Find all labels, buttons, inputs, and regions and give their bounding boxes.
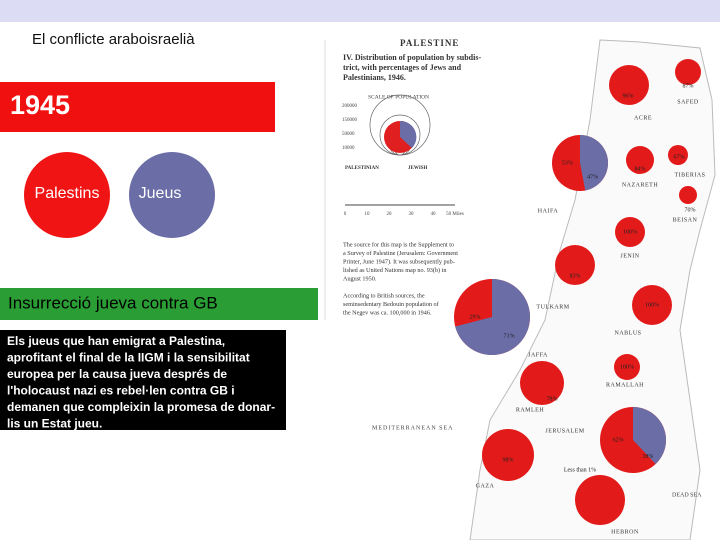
jewish-label: 38% — [642, 454, 653, 460]
legend-jewish: JEWISH — [408, 166, 428, 171]
district-name: SAFED — [677, 99, 699, 105]
palestinian-label: 98% — [503, 457, 514, 463]
palestinian-label: 87% — [683, 83, 694, 89]
distance-label: 0 — [344, 212, 347, 217]
jewish-label: 47% — [587, 174, 598, 180]
palestinian-label: 100% — [623, 229, 637, 235]
source-line: Printer, June 1947). It was subsequently… — [343, 258, 455, 265]
district-name: TULKARM — [536, 304, 569, 310]
map-caption: Palestinians, 1946. — [343, 73, 406, 82]
source-line: lished as United Nations map no. 93(b) i… — [343, 267, 446, 274]
circle-jews — [129, 152, 215, 238]
top-band — [0, 0, 720, 22]
circle-palestinians — [24, 152, 110, 238]
paragraph-line: europea per la causa jueva després de — [7, 367, 227, 381]
paragraph-line: lis un Estat jueu. — [7, 417, 102, 431]
distance-label: 40 — [431, 212, 437, 217]
pie-palestinian — [679, 186, 697, 204]
source-line: August 1950. — [343, 275, 377, 282]
pie-palestinian — [575, 475, 625, 525]
palestinian-label: 83% — [570, 273, 581, 279]
district-name: RAMLEH — [516, 407, 545, 413]
district-name: JAFFA — [528, 352, 548, 358]
pie-palestinian — [668, 145, 688, 165]
source-line: The source for this map is the Supplemen… — [343, 241, 454, 248]
bedouin-line: seminsedentary Bedouin population of — [343, 301, 440, 308]
pie-palestinian — [520, 361, 564, 405]
jewish-label: 71% — [504, 333, 515, 339]
source-line: a Survey of Palestine (Jerusalem: Govern… — [343, 250, 458, 257]
pie-palestinian — [482, 429, 534, 481]
section-title: Insurrecció jueva contra GB — [8, 293, 218, 312]
paragraph-line: Els jueus que han emigrat a Palestina, — [7, 334, 225, 348]
distance-label: 10 — [365, 212, 371, 217]
legend-palestinian: PALESTINIAN — [345, 166, 379, 171]
scale-value: 50000 — [342, 132, 355, 137]
text-box — [0, 330, 286, 430]
section-bar — [0, 288, 318, 320]
palestinian-label: 62% — [613, 437, 624, 443]
district-name: JENIN — [620, 253, 639, 259]
distance-label: 50 Miles — [446, 212, 464, 217]
palestinian-label: 100% — [620, 364, 634, 370]
palestinian-label: 29% — [469, 314, 480, 320]
bedouin-line: According to British sources, the — [343, 292, 425, 299]
scale-fill-blue — [400, 120, 417, 148]
palestinian-label: 70% — [685, 207, 696, 213]
pie-palestinian — [675, 59, 701, 85]
district-name: JERUSALEM — [545, 428, 584, 434]
scale-title: SCALE OF POPULATION — [368, 94, 429, 100]
palestinian-label: Less than 1% — [564, 467, 596, 473]
scale-value: 200000 — [342, 104, 358, 109]
pie-palestinian — [614, 354, 640, 380]
pie-jewish — [455, 279, 530, 356]
district-name: HAIFA — [538, 208, 559, 214]
scale-value: 150000 — [342, 118, 358, 123]
palestinian-label: 78% — [547, 396, 558, 402]
district-name: NAZARETH — [622, 182, 658, 188]
pie-palestinian — [609, 65, 649, 105]
dead-sea-label: DEAD SEA — [672, 492, 702, 498]
pie-palestinian — [555, 245, 595, 285]
pie-jewish — [580, 135, 609, 191]
palestinian-label: 53% — [562, 160, 573, 166]
palestinian-label: 84% — [635, 166, 646, 172]
pie-palestinian — [615, 217, 645, 247]
district-name: BEISAN — [673, 217, 698, 223]
map-title: PALESTINE — [400, 38, 459, 48]
district-name: GAZA — [476, 483, 495, 489]
scale-value: 10000 — [342, 146, 355, 151]
bedouin-line: the Negev was ca. 100,000 in 1946. — [343, 309, 432, 316]
map-caption: IV. Distribution of population by subdis… — [343, 53, 481, 62]
paragraph-line: aprofitant el final de la IIGM i la sens… — [7, 351, 250, 365]
sea-label: MEDITERRANEAN SEA — [372, 425, 454, 431]
pie-palestinian — [632, 285, 672, 325]
district-name: ACRE — [634, 115, 652, 121]
year-box — [0, 82, 275, 132]
palestinian-label: 67% — [674, 154, 685, 160]
palestinian-label: 100% — [645, 302, 659, 308]
district-name: HEBRON — [611, 529, 639, 535]
pie-palestinian — [626, 146, 654, 174]
map: PALESTINE IV. Distribution of population … — [342, 38, 706, 535]
paragraph-line: l'holocaust nazi es rebel·len contra GB … — [7, 384, 235, 398]
district-name: RAMALLAH — [606, 382, 644, 388]
circle-label: Palestins — [35, 185, 100, 202]
pie-jewish — [633, 407, 667, 465]
district-name: NABLUS — [614, 330, 641, 336]
paragraph: Els jueus que han emigrat a Palestina, ap… — [7, 334, 275, 431]
distance-label: 20 — [387, 212, 393, 217]
slide-title: El conflicte araboisraelià — [32, 31, 195, 48]
palestinian-label: 96% — [623, 93, 634, 99]
district-name: TIBERIAS — [675, 172, 706, 178]
year: 1945 — [10, 90, 70, 120]
circle-label: Jueus — [139, 185, 182, 202]
map-caption: trict, with percentages of Jews and — [343, 63, 462, 72]
paragraph-line: demanen que compleixin la promesa de don… — [7, 400, 275, 414]
distance-label: 30 — [409, 212, 415, 217]
